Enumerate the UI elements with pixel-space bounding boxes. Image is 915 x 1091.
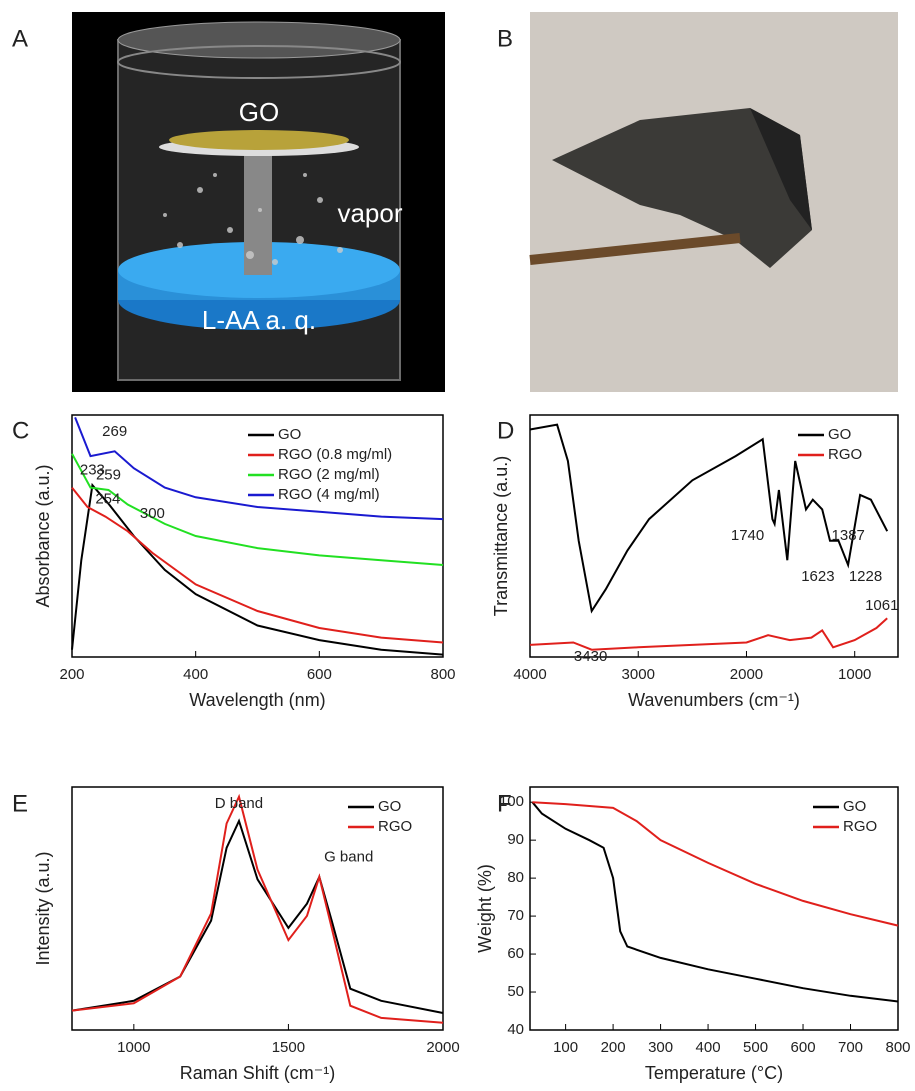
x-tick-label: 700 xyxy=(838,1039,863,1056)
plot-frame xyxy=(529,786,899,1031)
series-line xyxy=(71,482,444,656)
y-tick-label: 90 xyxy=(507,831,524,848)
annotation: 300 xyxy=(140,505,165,522)
series-line xyxy=(74,417,444,521)
legend-label: GO xyxy=(843,798,866,815)
annotation: 269 xyxy=(102,423,127,440)
legend-label: RGO (0.8 mg/ml) xyxy=(278,446,392,463)
series-line xyxy=(529,617,888,651)
diagram-label: L-AA a. q. xyxy=(202,305,316,335)
series-line xyxy=(529,423,889,614)
annotation: 259 xyxy=(96,466,121,483)
y-tick-label: 50 xyxy=(507,983,524,1000)
x-axis-label: Raman Shift (cm⁻¹) xyxy=(180,1063,336,1083)
photo-b xyxy=(529,12,898,392)
legend-label: RGO (4 mg/ml) xyxy=(278,486,380,503)
annotation: 1740 xyxy=(731,527,764,544)
series-line xyxy=(71,453,444,566)
annotation: G band xyxy=(324,848,373,865)
x-tick-label: 1000 xyxy=(838,666,871,683)
x-tick-label: 100 xyxy=(553,1039,578,1056)
y-axis-label: Absorbance (a.u.) xyxy=(33,464,53,607)
annotation: 3430 xyxy=(574,648,607,665)
panel-label: F xyxy=(497,790,512,817)
y-tick-label: 100 xyxy=(499,793,524,810)
x-tick-label: 400 xyxy=(183,666,208,683)
plot-frame xyxy=(529,414,899,658)
panel-label: A xyxy=(12,25,28,52)
y-tick-label: 80 xyxy=(507,869,524,886)
plot-frame xyxy=(71,786,444,1031)
annotation: 233 xyxy=(80,462,105,479)
legend-label: RGO xyxy=(378,818,412,835)
y-axis-label: Transmittance (a.u.) xyxy=(491,456,511,616)
legend-label: RGO (2 mg/ml) xyxy=(278,466,380,483)
y-axis-label: Intensity (a.u.) xyxy=(33,851,53,965)
legend-label: GO xyxy=(278,426,301,443)
y-tick-label: 60 xyxy=(507,945,524,962)
x-tick-label: 1500 xyxy=(272,1039,305,1056)
x-axis-label: Temperature (°C) xyxy=(645,1063,783,1083)
x-tick-label: 2000 xyxy=(730,666,763,683)
x-tick-label: 800 xyxy=(430,666,455,683)
annotation: 1228 xyxy=(849,568,882,585)
legend-label: GO xyxy=(378,798,401,815)
x-tick-label: 4000 xyxy=(513,666,546,683)
annotation: 254 xyxy=(95,491,120,508)
x-tick-label: 500 xyxy=(743,1039,768,1056)
y-tick-label: 70 xyxy=(507,907,524,924)
series-line xyxy=(71,793,444,1024)
panel-label: E xyxy=(12,790,28,817)
series-line xyxy=(532,801,899,927)
x-tick-label: 3000 xyxy=(622,666,655,683)
annotation: 1061 xyxy=(865,597,898,614)
annotation: D band xyxy=(215,795,263,812)
panel-label: D xyxy=(497,417,514,444)
y-tick-label: 40 xyxy=(507,1021,524,1038)
diagram-label: GO xyxy=(239,97,279,127)
legend-label: GO xyxy=(828,426,851,443)
panel-label: C xyxy=(12,417,29,444)
x-tick-label: 200 xyxy=(601,1039,626,1056)
legend-label: RGO xyxy=(843,818,877,835)
x-tick-label: 600 xyxy=(791,1039,816,1056)
x-tick-label: 800 xyxy=(885,1039,910,1056)
legend-label: RGO xyxy=(828,446,862,463)
series-line xyxy=(71,486,444,644)
x-axis-label: Wavelength (nm) xyxy=(189,690,325,710)
plot-frame xyxy=(71,414,444,658)
y-axis-label: Weight (%) xyxy=(475,864,495,953)
annotation: 1623 xyxy=(801,568,834,585)
series-line xyxy=(531,801,899,1003)
series-line xyxy=(71,818,444,1014)
diagram-a: GO vapor L-AA a. q. xyxy=(72,12,445,392)
x-tick-label: 600 xyxy=(307,666,332,683)
x-tick-label: 2000 xyxy=(426,1039,459,1056)
diagram-label: vapor xyxy=(337,198,402,228)
x-tick-label: 400 xyxy=(696,1039,721,1056)
x-tick-label: 1000 xyxy=(117,1039,150,1056)
x-tick-label: 300 xyxy=(648,1039,673,1056)
x-axis-label: Wavenumbers (cm⁻¹) xyxy=(628,690,800,710)
x-tick-label: 200 xyxy=(59,666,84,683)
panel-label: B xyxy=(497,25,513,52)
annotation: 1387 xyxy=(832,527,865,544)
